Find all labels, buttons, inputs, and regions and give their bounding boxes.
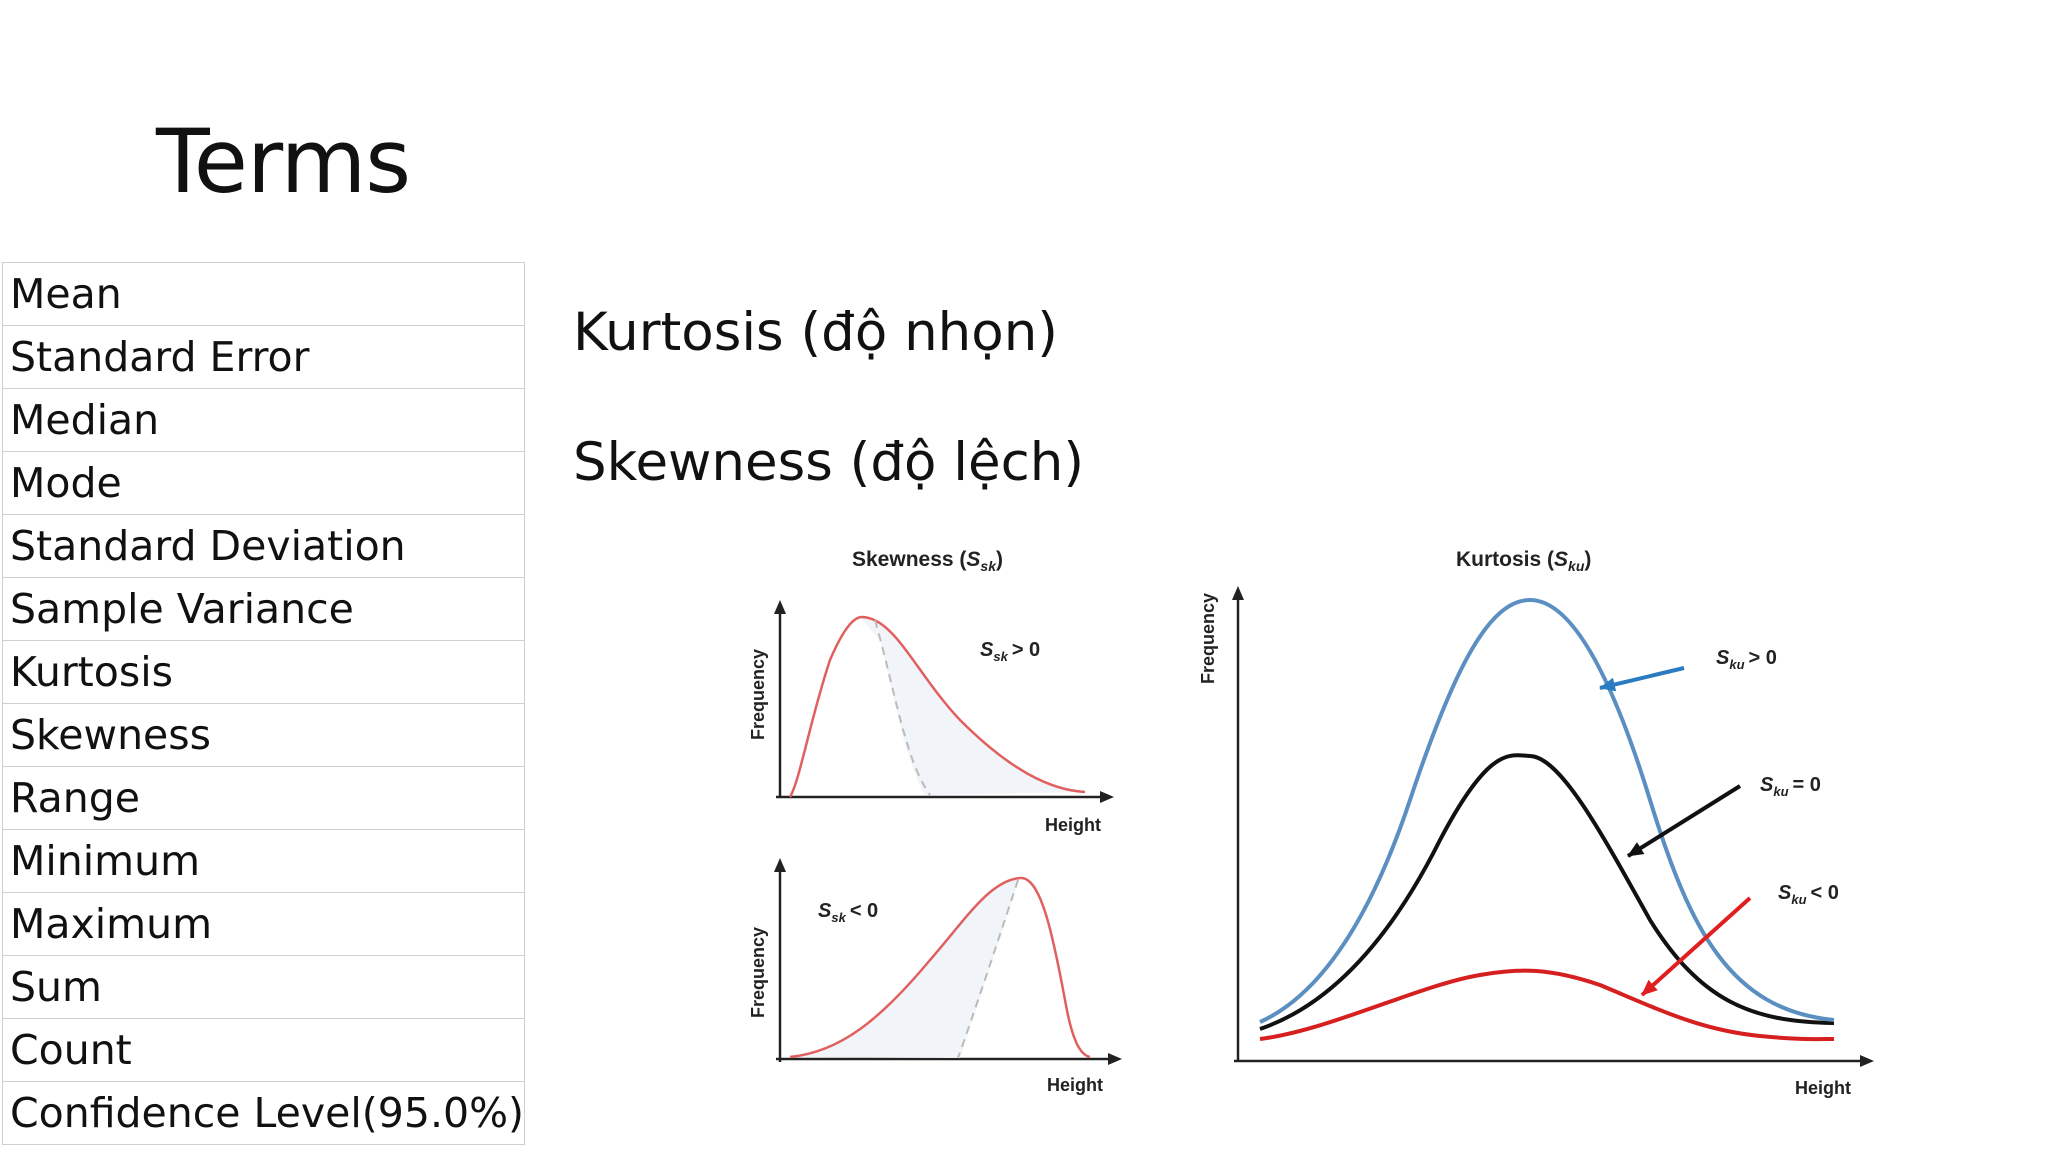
skew-pos-curve xyxy=(788,615,1086,798)
kurt-x-arrow xyxy=(1860,1055,1874,1067)
skew-neg-x-label: Height xyxy=(1047,1075,1103,1095)
table-row: Sum xyxy=(1,955,526,1019)
kurt-x-label: Height xyxy=(1795,1078,1851,1098)
skew-pos-y-label: Frequency xyxy=(748,649,768,740)
kurt-pos-label: Sku > 0 xyxy=(1716,647,1777,672)
table-row: Median xyxy=(1,388,526,452)
kurt-pos-curve xyxy=(1259,597,1835,1024)
skew-pos-mode-line xyxy=(874,619,931,796)
term-cell: Sample Variance xyxy=(1,577,526,641)
term-cell: Skewness xyxy=(1,703,526,767)
slide-title: Terms xyxy=(156,110,411,213)
term-cell: Minimum xyxy=(1,829,526,893)
skew-pos-label: Ssk > 0 xyxy=(980,639,1040,664)
kurt-neg-curve xyxy=(1259,968,1835,1042)
skew-neg-y-arrow xyxy=(774,858,786,872)
skew-neg-x-arrow xyxy=(1108,1053,1122,1065)
table-row: Minimum xyxy=(1,829,526,893)
kurt-neg-arrow xyxy=(1640,896,1752,997)
kurtosis-heading: Kurtosis (độ nhọn) xyxy=(573,302,1058,363)
table-row: Kurtosis xyxy=(1,640,526,704)
skew-neg-mode-line xyxy=(957,879,1019,1059)
skew-pos-y-arrow xyxy=(774,600,786,614)
kurt-y-label: Frequency xyxy=(1198,593,1218,684)
skew-neg-y-label: Frequency xyxy=(748,927,768,1018)
kurt-neg-label: Sku < 0 xyxy=(1778,882,1839,907)
kurt-zero-curve xyxy=(1259,753,1835,1031)
skew-neg-label: Ssk < 0 xyxy=(818,900,878,925)
kurt-y-arrow xyxy=(1232,586,1244,600)
skew-neg-curve xyxy=(789,876,1091,1059)
term-cell: Mode xyxy=(1,451,526,515)
table-row: Skewness xyxy=(1,703,526,767)
kurt-zero-label: Sku = 0 xyxy=(1760,774,1821,799)
skew-pos-shade xyxy=(860,617,1085,795)
skewness-heading: Skewness (độ lệch) xyxy=(573,432,1085,493)
term-cell: Sum xyxy=(1,955,526,1019)
table-row: Mode xyxy=(1,451,526,515)
skew-pos-x-arrow xyxy=(1100,791,1114,803)
table-row: Mean xyxy=(1,262,526,326)
term-cell: Mean xyxy=(1,262,526,326)
table-row: Standard Deviation xyxy=(1,514,526,578)
kurt-pos-arrow xyxy=(1599,666,1685,692)
skewness-title: Skewness (Ssk) xyxy=(852,548,1003,574)
table-row: Confidence Level(95.0%) xyxy=(1,1081,526,1145)
term-cell: Standard Deviation xyxy=(1,514,526,578)
skew-pos-x-label: Height xyxy=(1045,815,1101,835)
kurt-zero-arrow xyxy=(1626,784,1742,858)
term-cell: Confidence Level(95.0%) xyxy=(1,1081,526,1145)
term-cell: Maximum xyxy=(1,892,526,956)
table-row: Sample Variance xyxy=(1,577,526,641)
term-cell: Kurtosis xyxy=(1,640,526,704)
table-row: Maximum xyxy=(1,892,526,956)
term-cell: Range xyxy=(1,766,526,830)
table-row: Range xyxy=(1,766,526,830)
terms-table: Mean Standard Error Median Mode Standard… xyxy=(1,262,526,1145)
term-cell: Median xyxy=(1,388,526,452)
kurtosis-title: Kurtosis (Sku) xyxy=(1456,548,1591,574)
